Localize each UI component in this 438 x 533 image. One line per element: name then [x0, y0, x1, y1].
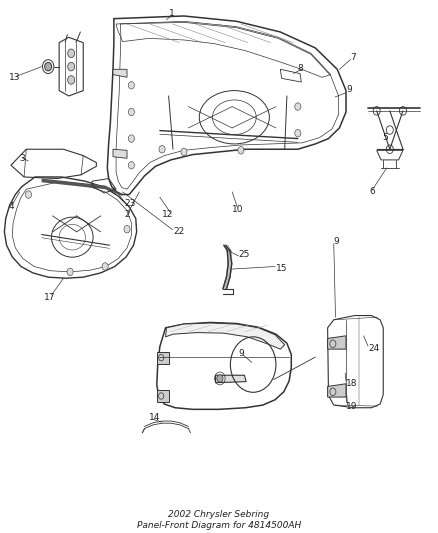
Circle shape [217, 375, 223, 382]
Polygon shape [113, 69, 127, 77]
Text: 13: 13 [9, 73, 20, 82]
Text: 14: 14 [149, 414, 160, 422]
Text: 17: 17 [44, 293, 55, 302]
Circle shape [67, 62, 74, 71]
Circle shape [159, 146, 165, 153]
Polygon shape [157, 390, 169, 402]
Polygon shape [215, 375, 246, 383]
Text: 6: 6 [369, 188, 375, 196]
Text: 10: 10 [232, 205, 244, 214]
Circle shape [128, 161, 134, 169]
Circle shape [67, 268, 73, 276]
Polygon shape [157, 352, 169, 364]
Text: 2002 Chrysler Sebring: 2002 Chrysler Sebring [169, 510, 269, 519]
Text: Panel-Front Diagram for 4814500AH: Panel-Front Diagram for 4814500AH [137, 521, 301, 529]
Circle shape [181, 148, 187, 156]
Text: 22: 22 [173, 227, 184, 236]
Circle shape [102, 263, 108, 270]
Polygon shape [113, 149, 127, 158]
Circle shape [67, 76, 74, 84]
Text: 9: 9 [239, 349, 244, 358]
Polygon shape [166, 323, 285, 349]
Text: 9: 9 [346, 85, 352, 94]
Text: 18: 18 [346, 379, 357, 387]
Text: 9: 9 [333, 237, 339, 246]
Text: 12: 12 [162, 211, 173, 219]
Polygon shape [328, 336, 346, 349]
Polygon shape [42, 179, 123, 196]
Text: 15: 15 [276, 264, 287, 272]
Circle shape [128, 82, 134, 89]
Circle shape [386, 145, 393, 154]
Circle shape [124, 225, 130, 233]
Circle shape [128, 108, 134, 116]
Circle shape [128, 135, 134, 142]
Text: 25: 25 [239, 250, 250, 259]
Text: 2: 2 [125, 210, 131, 219]
Text: 5: 5 [382, 133, 388, 142]
Text: 24: 24 [368, 344, 379, 352]
Text: 1: 1 [169, 9, 174, 18]
Circle shape [386, 126, 393, 134]
Text: 23: 23 [125, 199, 136, 208]
Circle shape [373, 107, 380, 115]
Text: 3: 3 [20, 154, 25, 163]
Circle shape [67, 49, 74, 58]
Text: 19: 19 [346, 402, 357, 411]
Circle shape [238, 147, 244, 154]
Text: 7: 7 [350, 53, 356, 62]
Circle shape [25, 191, 32, 198]
Text: 8: 8 [298, 64, 304, 72]
Circle shape [295, 130, 301, 137]
Circle shape [295, 103, 301, 110]
Text: 4: 4 [9, 203, 14, 211]
Circle shape [399, 107, 406, 115]
Polygon shape [328, 384, 346, 397]
Circle shape [45, 62, 52, 71]
